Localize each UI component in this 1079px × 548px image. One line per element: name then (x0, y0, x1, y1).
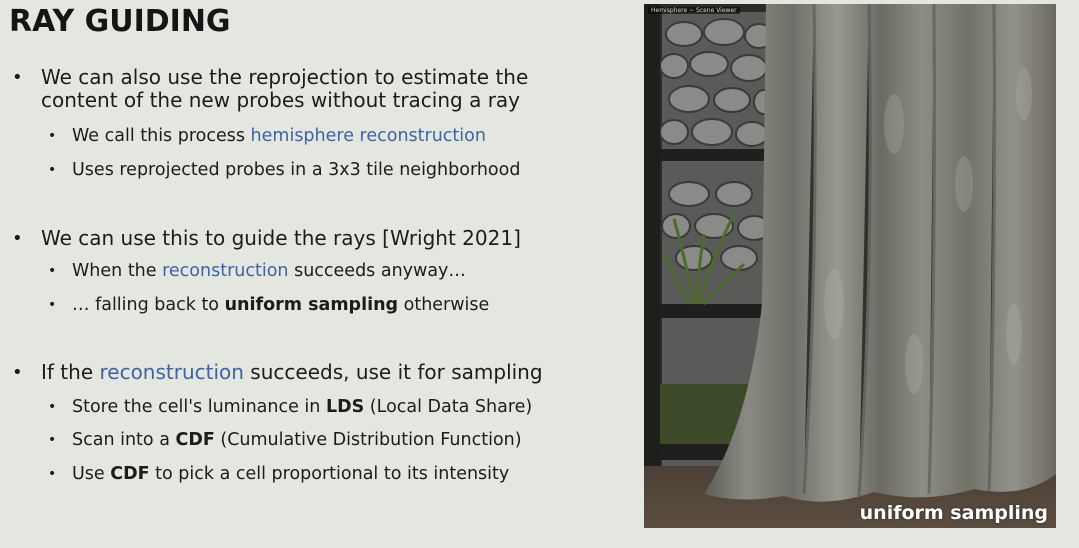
bullet-dot: • (12, 67, 23, 88)
bullet-2-sub-2: • … falling back to uniform sampling oth… (48, 295, 490, 315)
bullet-1-line-1: We can also use the reprojection to esti… (41, 65, 529, 89)
bullet-1-line-2: content of the new probes without tracin… (41, 88, 521, 112)
bullet-dot: • (12, 362, 23, 383)
highlight-term: reconstruction (162, 261, 289, 281)
slide-title: RAY GUIDING (9, 4, 231, 39)
bullet-3-sub-2: • Scan into a CDF (Cumulative Distributi… (48, 430, 522, 450)
bullet-2: • We can use this to guide the rays [Wri… (12, 226, 521, 250)
viewer-tab-label: Hemisphere ~ Scene Viewer (648, 7, 740, 14)
bullet-2-line-1: We can use this to guide the rays [Wrigh… (41, 226, 521, 250)
bullet-1: • We can also use the reprojection to es… (12, 65, 529, 112)
highlight-term: reconstruction (99, 360, 244, 384)
bullet-dot: • (12, 228, 23, 249)
curtain-scene-illustration (644, 4, 1056, 528)
bullet-3-sub-3: • Use CDF to pick a cell proportional to… (48, 464, 510, 484)
render-screenshot: Hemisphere ~ Scene Viewer uniform sampli… (644, 4, 1056, 528)
bullet-3-sub-1: • Store the cell's luminance in LDS (Loc… (48, 397, 533, 417)
bullet-list: • We can also use the reprojection to es… (12, 65, 543, 485)
bullet-3: • If the reconstruction succeeds, use it… (12, 360, 543, 384)
bullet-2-sub-1: • When the reconstruction succeeds anywa… (48, 261, 466, 281)
image-caption: uniform sampling (859, 502, 1048, 524)
bullet-1-sub-2: • Uses reprojected probes in a 3x3 tile … (48, 160, 521, 180)
highlight-term: hemisphere reconstruction (250, 126, 486, 146)
bullet-1-sub-1: • We call this process hemisphere recons… (48, 126, 486, 146)
